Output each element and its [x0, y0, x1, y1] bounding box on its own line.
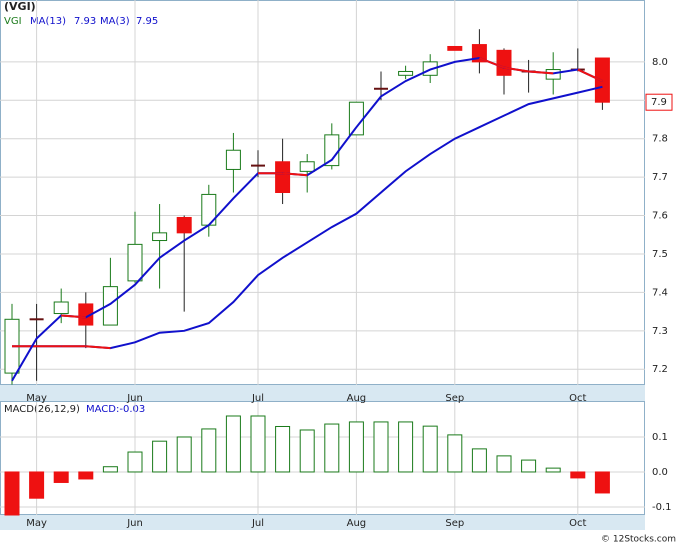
macd-frame — [0, 401, 645, 515]
macd-bar — [422, 425, 438, 473]
y-tick-label: 7.5 — [652, 249, 668, 260]
candle-body — [299, 161, 315, 172]
candle-body — [471, 44, 487, 63]
y-tick-label: 7.3 — [652, 326, 668, 337]
falling-segment — [85, 345, 111, 350]
symbol-label: VGI — [4, 16, 22, 27]
macd-bar — [324, 423, 340, 473]
macd-bar — [398, 421, 414, 473]
legend-entry: MA(13) — [30, 16, 66, 27]
x-tick-label: Sep — [445, 393, 464, 404]
candle-body — [152, 232, 168, 242]
legend-value: 7.95 — [136, 16, 158, 27]
y-tick-label: 8.0 — [652, 57, 668, 68]
macd-bar — [176, 436, 192, 473]
candle-body — [348, 101, 364, 136]
candle-body — [225, 149, 241, 170]
macd-bar — [471, 448, 487, 473]
x-tick-label: May — [26, 518, 47, 529]
macd-bar — [447, 434, 463, 473]
legend-value: 7.93 — [74, 16, 96, 27]
macd-bar — [127, 451, 143, 473]
macd-bar — [521, 459, 537, 473]
y-tick-label: 7.7 — [652, 172, 668, 183]
macd-bar — [152, 440, 168, 473]
watermark: © 12Stocks.com — [601, 535, 676, 545]
price-tag-box — [645, 93, 673, 111]
macd-bar — [225, 415, 241, 473]
x-tick-label: Oct — [569, 393, 586, 404]
falling-segment — [61, 314, 86, 319]
macd-bar — [29, 471, 45, 499]
macd-bar — [250, 415, 266, 473]
macd-bar — [102, 466, 118, 473]
macd-bar — [53, 471, 69, 483]
y-tick-label: 7.8 — [652, 134, 668, 145]
macd-bar — [201, 428, 217, 473]
candle-body — [127, 243, 143, 282]
candle-body — [176, 216, 192, 234]
macd-bar — [545, 467, 561, 473]
candle-body — [102, 286, 118, 326]
x-tick-label: Jun — [126, 393, 143, 404]
legend-entry: MA(3) — [100, 16, 130, 27]
falling-segment — [503, 66, 529, 73]
x-tick-label: Sep — [445, 518, 464, 529]
macd-bar — [275, 425, 291, 473]
falling-segment — [282, 172, 308, 177]
macd-bar — [348, 421, 364, 473]
indicator-label: MACD(26,12,9) — [4, 404, 80, 415]
moving-average-line — [12, 85, 603, 350]
y-tick-label: -0.1 — [652, 502, 672, 513]
macd-bar — [594, 471, 610, 494]
y-tick-label: 7.4 — [652, 287, 668, 298]
x-tick-label: Jul — [251, 518, 264, 529]
y-tick-label: 7.6 — [652, 211, 668, 222]
macd-bar — [496, 455, 512, 473]
falling-segment — [479, 57, 505, 69]
y-tick-label: 0.1 — [652, 432, 668, 443]
candle-body — [398, 70, 414, 76]
falling-segment — [577, 68, 603, 82]
macd-bar — [570, 471, 586, 479]
y-tick-label: 7.2 — [652, 364, 668, 375]
price-tag: 7.9 — [651, 97, 667, 108]
macd-bar — [373, 421, 389, 473]
x-tick-label: Aug — [347, 518, 367, 529]
macd-bar — [299, 429, 315, 473]
x-tick-label: May — [26, 393, 47, 404]
x-tick-label: Jul — [251, 393, 264, 404]
x-tick-label: Aug — [347, 393, 367, 404]
candle-body — [53, 301, 69, 315]
chart-title: (VGI) — [4, 0, 36, 13]
candle-body — [496, 49, 512, 76]
x-tick-label: Oct — [569, 518, 586, 529]
price-frame — [0, 0, 645, 385]
macd-bar — [78, 471, 94, 480]
indicator-value: MACD:-0.03 — [86, 404, 145, 415]
date-strip — [0, 385, 645, 401]
date-strip — [0, 515, 645, 530]
falling-segment — [528, 70, 554, 75]
x-tick-label: Jun — [126, 518, 143, 529]
macd-bar — [4, 471, 20, 516]
candle-body — [275, 161, 291, 193]
candle-body — [447, 45, 463, 51]
y-tick-label: 0.0 — [652, 467, 668, 478]
